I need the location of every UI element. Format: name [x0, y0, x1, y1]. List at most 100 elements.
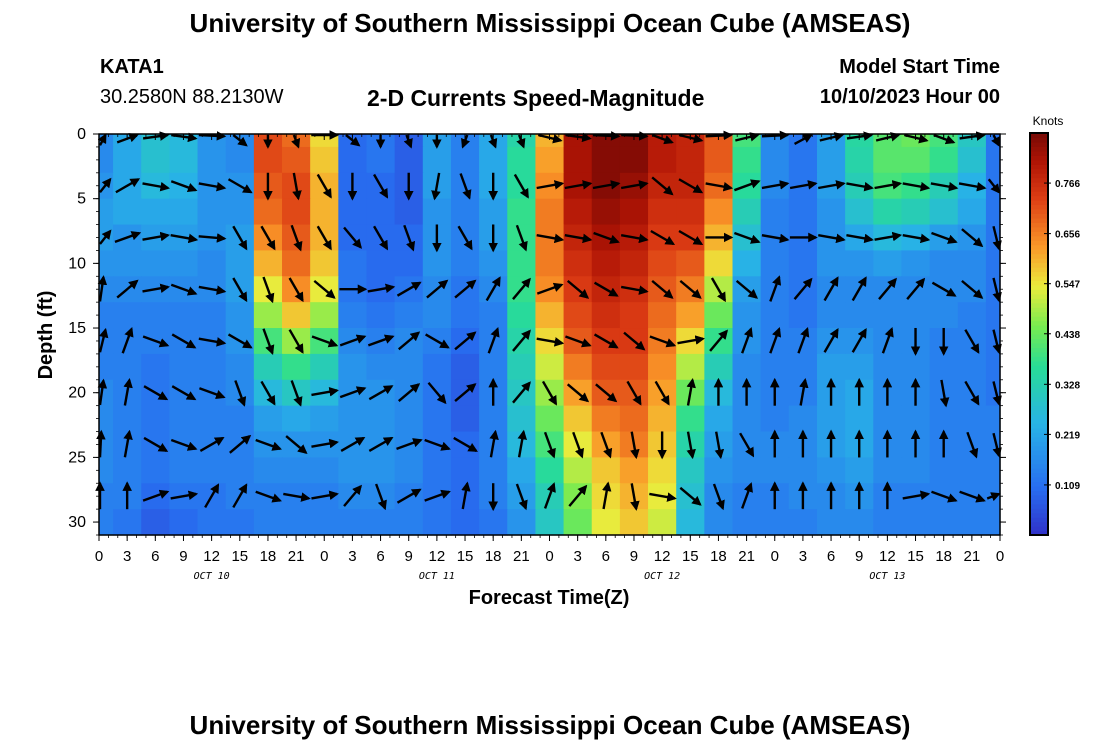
current-arrow	[874, 231, 903, 242]
current-arrow	[288, 277, 304, 303]
current-arrow	[678, 178, 704, 194]
heatmap-cell	[591, 146, 621, 174]
x-tick-label: 0	[545, 548, 553, 565]
colorbar-segment	[1030, 325, 1048, 331]
x-tick-label: 3	[799, 548, 807, 565]
colorbar-segment	[1030, 311, 1048, 317]
colorbar-segment	[1030, 150, 1048, 156]
current-arrow	[992, 329, 1002, 355]
heatmap-cell	[507, 198, 537, 226]
x-tick-label: 6	[827, 548, 835, 565]
heatmap-cell	[676, 457, 705, 484]
heatmap-cell	[366, 405, 396, 433]
heatmap-cell	[282, 405, 311, 433]
heatmap-cell	[619, 198, 649, 226]
heatmap-cell	[282, 302, 311, 329]
heatmap-cell	[225, 146, 255, 174]
current-arrow	[851, 328, 867, 353]
heatmap-cell	[563, 405, 593, 433]
heatmap-cell	[619, 146, 649, 174]
current-arrow	[512, 277, 531, 300]
heatmap-cell	[366, 302, 396, 329]
current-arrow	[367, 334, 395, 347]
colorbar-segment	[1030, 387, 1048, 393]
current-arrow	[170, 490, 199, 500]
heatmap-cell	[788, 457, 818, 484]
heatmap-cell	[225, 302, 255, 329]
current-arrow	[290, 224, 303, 252]
heatmap-cell	[253, 457, 283, 484]
heatmap-cell	[985, 509, 1001, 536]
current-arrow	[487, 326, 500, 354]
heatmap-cell	[366, 198, 396, 226]
heatmap-cell	[704, 302, 734, 329]
y-tick-label: 15	[68, 320, 86, 337]
heatmap-cell	[704, 405, 734, 433]
current-arrow	[686, 378, 696, 406]
current-arrow	[846, 181, 874, 192]
current-arrow	[515, 224, 528, 252]
current-arrow	[733, 231, 761, 244]
colorbar-segment	[1030, 481, 1048, 487]
x-tick-label: 15	[457, 548, 474, 565]
current-arrow	[431, 172, 441, 201]
colorbar-segment	[1030, 485, 1048, 491]
current-vectors	[95, 130, 1002, 512]
current-arrow	[930, 181, 959, 192]
current-arrow	[733, 179, 761, 192]
current-arrow	[198, 181, 227, 192]
colorbar-segment	[1030, 365, 1048, 371]
current-arrow	[992, 432, 1002, 458]
colorbar-segment	[1030, 409, 1048, 415]
heatmap-cell	[901, 405, 931, 433]
heatmap-cell	[760, 405, 790, 433]
heatmap-cell	[985, 457, 1001, 484]
heatmap-cell	[507, 302, 537, 329]
current-arrow	[170, 438, 198, 451]
current-arrow	[620, 233, 649, 244]
current-arrow	[799, 378, 809, 406]
current-arrow	[735, 279, 759, 299]
colorbar-segment	[1030, 490, 1048, 496]
x-tick-label: 18	[710, 548, 727, 565]
heatmap-cell	[619, 250, 649, 277]
current-arrow	[630, 431, 640, 460]
colorbar-tick-label: 0.656	[1055, 230, 1080, 241]
heatmap-cell	[197, 509, 227, 536]
current-arrow	[143, 385, 169, 401]
colorbar-segment	[1030, 351, 1048, 357]
colorbar-segment	[1030, 186, 1048, 192]
heatmap-cell	[366, 353, 396, 381]
current-arrow	[427, 381, 447, 405]
heatmap-cell	[788, 250, 818, 277]
heatmap-cell	[450, 405, 480, 433]
current-arrow	[931, 231, 958, 244]
current-arrow	[170, 180, 198, 193]
heatmap-cell	[282, 353, 311, 381]
x-tick-label: 0	[771, 548, 779, 565]
heatmap-cell	[310, 509, 339, 536]
heatmap-cell	[957, 146, 987, 174]
heatmap-cell	[338, 198, 368, 226]
heatmap-cell	[985, 198, 1001, 226]
colorbar-tick-label: 0.438	[1055, 330, 1080, 341]
heatmap-cell	[535, 198, 565, 226]
current-arrow	[199, 436, 225, 452]
current-arrow	[709, 329, 729, 352]
colorbar-segment	[1030, 155, 1048, 161]
colorbar-segment	[1030, 530, 1048, 536]
heatmap-cell	[225, 509, 255, 536]
heatmap-cell	[422, 250, 452, 277]
heatmap-cell	[535, 146, 565, 174]
current-arrow	[97, 378, 108, 406]
heatmap-cell	[957, 250, 987, 277]
colorbar-segment	[1030, 347, 1048, 353]
station-coordinates: 30.2580N 88.2130W	[100, 86, 284, 108]
colorbar-unit: Knots	[1033, 114, 1064, 128]
current-arrow	[313, 279, 336, 299]
heatmap-cell	[169, 405, 199, 433]
current-arrow	[878, 277, 897, 300]
heatmap-cell	[310, 302, 339, 329]
heatmap-cell	[422, 198, 452, 226]
heatmap-cell	[141, 302, 170, 329]
